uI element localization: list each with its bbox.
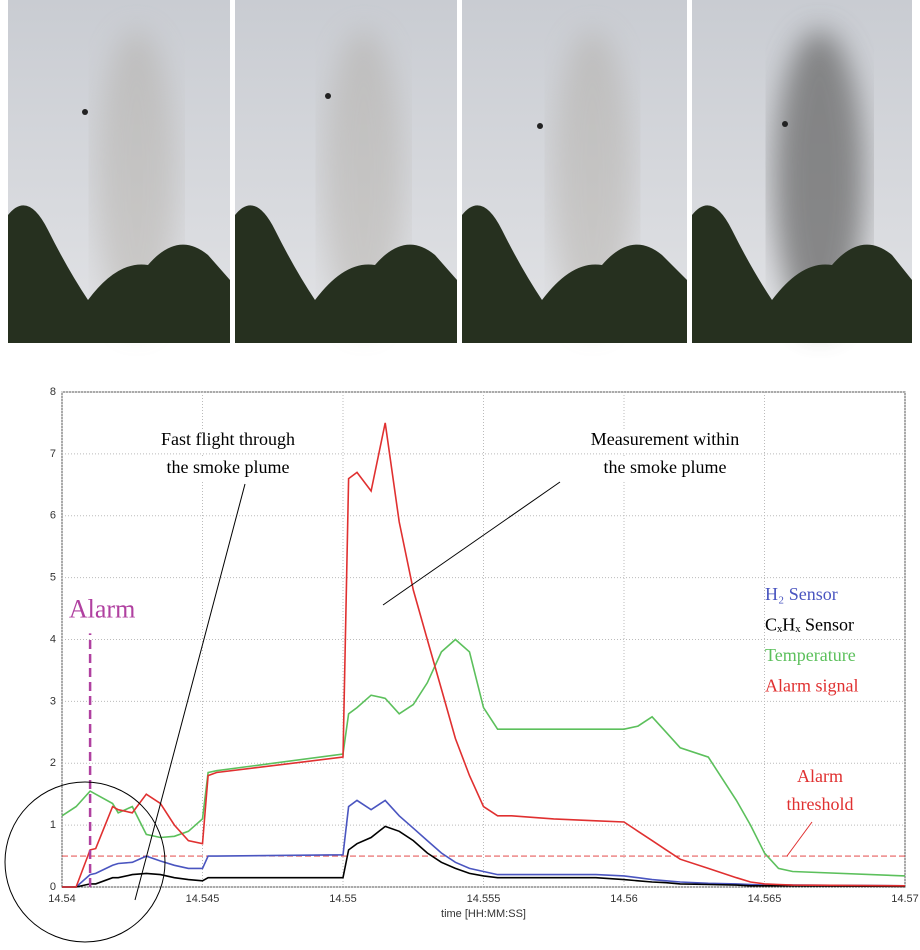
legend-entry: Temperature	[765, 645, 856, 665]
trees	[8, 205, 230, 343]
annotation: the smoke plume	[604, 457, 727, 477]
legend-entry: Alarm signal	[765, 676, 858, 696]
label-bg	[573, 457, 757, 481]
drone	[537, 123, 543, 129]
x-tick-label: 14.545	[186, 893, 220, 905]
highlight-circle	[4, 781, 166, 943]
label-bg	[136, 457, 320, 481]
annotation: the smoke plume	[167, 457, 290, 477]
x-tick-label: 14.54	[48, 893, 76, 905]
x-tick-label: 14.555	[467, 893, 501, 905]
drone	[82, 109, 88, 115]
y-tick-label: 1	[50, 819, 56, 831]
drone	[782, 121, 788, 127]
x-axis-label: time [HH:MM:SS]	[441, 908, 526, 920]
series-line	[62, 422, 906, 888]
y-tick-label: 8	[50, 386, 56, 398]
series-line	[61, 638, 906, 877]
threshold-label: Alarm	[797, 766, 843, 786]
y-tick-label: 0	[50, 881, 56, 893]
series-line	[62, 825, 906, 888]
y-tick-label: 2	[50, 757, 56, 769]
trees	[235, 205, 457, 343]
leader-line	[382, 481, 561, 606]
y-tick-label: 4	[50, 633, 56, 645]
y-tick-label: 7	[50, 448, 56, 460]
threshold-label: threshold	[787, 794, 854, 814]
trees	[462, 205, 687, 343]
annotation: Fast flight through	[161, 429, 295, 449]
label-bg	[573, 429, 757, 453]
legend-entry: CₓHₓ Sensor	[765, 615, 854, 635]
annotation: Measurement within	[591, 429, 739, 449]
series-line	[62, 799, 906, 888]
smoke	[323, 30, 404, 330]
x-tick-label: 14.56	[610, 893, 638, 905]
trees	[692, 205, 912, 343]
label-bg	[136, 429, 320, 453]
y-tick-label: 5	[50, 572, 56, 584]
leader-line	[786, 821, 813, 857]
smoke	[96, 30, 177, 330]
drone	[325, 93, 331, 99]
leader-line	[134, 483, 246, 901]
legend-entry: H₂ Sensor	[765, 584, 838, 604]
x-tick-label: 14.565	[748, 893, 782, 905]
y-tick-label: 6	[50, 510, 56, 522]
x-tick-label: 14.57	[891, 893, 919, 905]
photo-strip	[8, 0, 912, 343]
alarm-label: Alarm	[69, 594, 135, 623]
y-tick-label: 3	[50, 695, 56, 707]
x-tick-label: 14.55	[329, 893, 357, 905]
